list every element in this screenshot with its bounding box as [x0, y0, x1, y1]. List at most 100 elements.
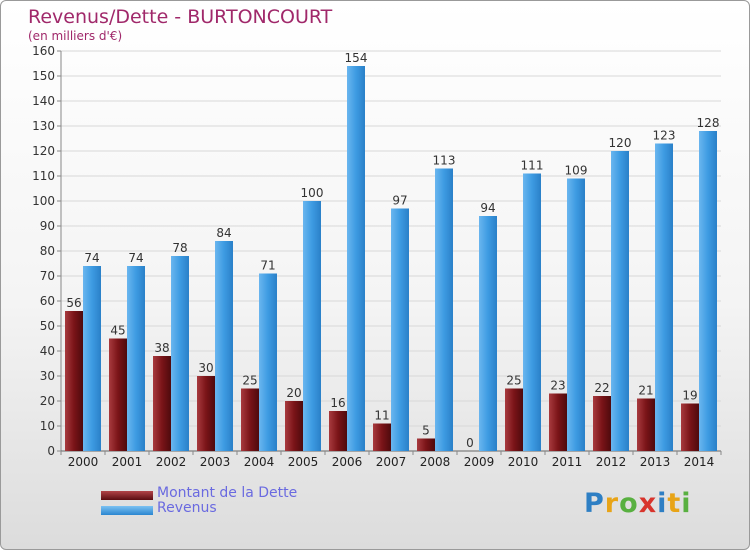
bar-revenus	[435, 168, 453, 451]
data-label-dette: 45	[110, 324, 125, 338]
y-tick-label: 40	[40, 344, 55, 358]
y-tick-label: 10	[40, 419, 55, 433]
x-tick-label: 2000	[68, 455, 99, 469]
y-tick-label: 70	[40, 269, 55, 283]
data-label-dette: 0	[466, 436, 474, 450]
bar-revenus	[303, 201, 321, 451]
y-tick-label: 80	[40, 244, 55, 258]
bar-revenus	[83, 266, 101, 451]
bar-dette	[593, 396, 611, 451]
x-tick-label: 2007	[376, 455, 407, 469]
bar-revenus	[171, 256, 189, 451]
y-tick-label: 120	[32, 144, 55, 158]
y-tick-label: 90	[40, 219, 55, 233]
data-label-dette: 22	[594, 381, 609, 395]
data-label-revenus: 71	[260, 259, 275, 273]
data-label-dette: 30	[198, 361, 213, 375]
bar-revenus	[699, 131, 717, 451]
legend-label-dette: Montant de la Dette	[157, 485, 298, 501]
bar-revenus	[259, 273, 277, 451]
y-tick-label: 110	[32, 169, 55, 183]
y-tick-label: 140	[32, 94, 55, 108]
x-tick-label: 2004	[244, 455, 275, 469]
data-label-dette: 21	[638, 384, 653, 398]
data-label-revenus: 100	[301, 186, 324, 200]
bar-dette	[285, 401, 303, 451]
chart-title: Revenus/Dette - BURTONCOURT	[28, 6, 333, 28]
bar-revenus	[347, 66, 365, 451]
data-label-revenus: 111	[521, 159, 544, 173]
bar-dette	[153, 356, 171, 451]
bar-dette	[505, 388, 523, 451]
data-label-revenus: 120	[609, 136, 632, 150]
data-label-revenus: 97	[392, 194, 407, 208]
data-label-dette: 5	[422, 424, 430, 438]
x-tick-label: 2011	[552, 455, 583, 469]
y-tick-label: 150	[32, 69, 55, 83]
x-tick-label: 2010	[508, 455, 539, 469]
data-label-revenus: 84	[216, 226, 231, 240]
data-label-dette: 20	[286, 386, 301, 400]
bar-dette	[549, 393, 567, 451]
y-tick-label: 30	[40, 369, 55, 383]
data-label-dette: 16	[330, 396, 345, 410]
bar-revenus	[127, 266, 145, 451]
bar-dette	[241, 388, 259, 451]
bar-dette	[65, 311, 83, 451]
legend-label-revenus: Revenus	[157, 500, 217, 516]
y-tick-label: 60	[40, 294, 55, 308]
bar-revenus	[215, 241, 233, 451]
data-label-revenus: 109	[565, 164, 588, 178]
bar-revenus	[611, 151, 629, 451]
data-label-revenus: 74	[128, 251, 143, 265]
y-tick-label: 50	[40, 319, 55, 333]
bar-dette	[373, 423, 391, 451]
x-tick-label: 2002	[156, 455, 187, 469]
data-label-revenus: 154	[345, 51, 368, 65]
bar-revenus	[655, 143, 673, 451]
x-tick-label: 2008	[420, 455, 451, 469]
x-tick-label: 2005	[288, 455, 319, 469]
legend-swatch-revenus	[101, 506, 153, 515]
data-label-dette: 25	[242, 374, 257, 388]
x-tick-label: 2013	[640, 455, 671, 469]
data-label-dette: 56	[66, 296, 81, 310]
data-label-dette: 23	[550, 379, 565, 393]
x-tick-label: 2001	[112, 455, 143, 469]
x-tick-label: 2014	[684, 455, 715, 469]
data-label-revenus: 74	[84, 251, 99, 265]
data-label-dette: 25	[506, 374, 521, 388]
x-tick-label: 2003	[200, 455, 231, 469]
proxiti-logo: Proxiti	[584, 488, 692, 519]
bar-dette	[329, 411, 347, 451]
data-label-dette: 38	[154, 341, 169, 355]
chart-subtitle: (en milliers d'€)	[28, 29, 123, 43]
legend-swatch-dette	[101, 491, 153, 500]
bar-dette	[681, 403, 699, 451]
y-tick-label: 0	[47, 444, 55, 458]
bar-revenus	[391, 208, 409, 451]
data-label-revenus: 78	[172, 241, 187, 255]
bar-dette	[197, 376, 215, 451]
x-tick-label: 2006	[332, 455, 363, 469]
bar-revenus	[479, 216, 497, 451]
data-label-revenus: 113	[433, 154, 456, 168]
data-label-revenus: 128	[697, 116, 720, 130]
y-tick-label: 100	[32, 194, 55, 208]
bar-dette	[637, 398, 655, 451]
data-label-revenus: 123	[653, 129, 676, 143]
bar-dette	[109, 338, 127, 451]
bar-dette	[417, 438, 435, 451]
bar-revenus	[567, 178, 585, 451]
data-label-dette: 19	[682, 389, 697, 403]
y-tick-label: 160	[32, 44, 55, 58]
y-tick-label: 20	[40, 394, 55, 408]
x-tick-label: 2009	[464, 455, 495, 469]
data-label-revenus: 94	[480, 201, 495, 215]
y-tick-label: 130	[32, 119, 55, 133]
data-label-dette: 11	[374, 409, 389, 423]
bar-revenus	[523, 173, 541, 451]
x-tick-label: 2012	[596, 455, 627, 469]
